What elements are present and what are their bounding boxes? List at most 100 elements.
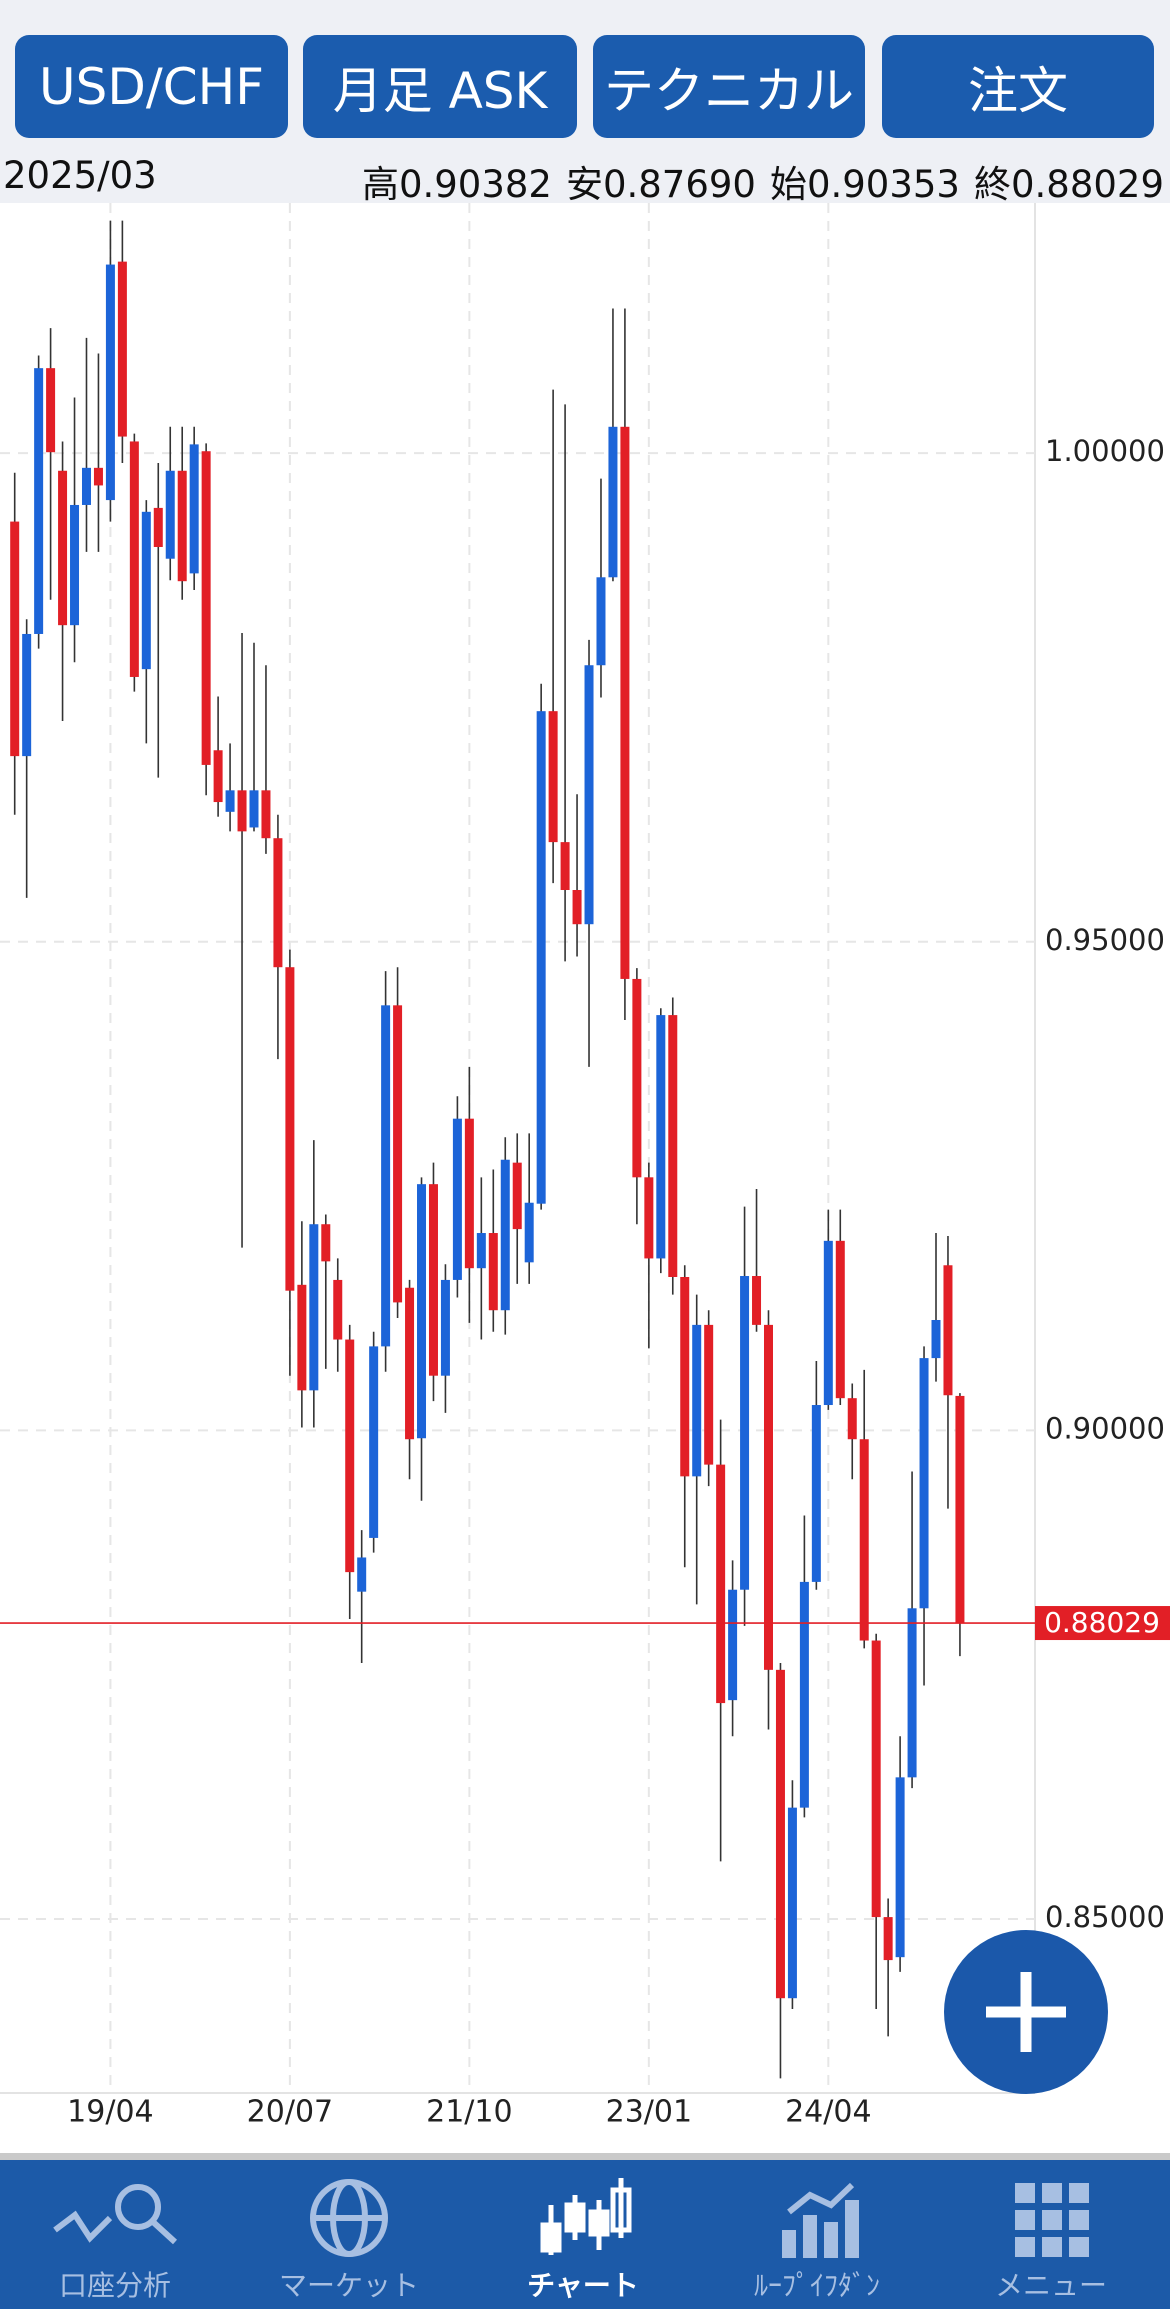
icon-analysis <box>53 2210 113 2243</box>
candle-body <box>177 470 187 582</box>
candle-body <box>428 1184 438 1376</box>
nav-label[interactable]: マーケット <box>279 2269 419 2302</box>
candle-body <box>536 711 546 1204</box>
tab-button[interactable]: 注文 <box>882 35 1154 138</box>
candle-body <box>787 1807 797 1999</box>
icon-bar <box>845 2200 859 2258</box>
tab-button[interactable]: USD/CHF <box>15 35 288 138</box>
candle-body <box>775 1669 785 1999</box>
candle-body <box>381 1005 391 1347</box>
candle-body <box>261 790 271 839</box>
candle-body <box>369 1346 379 1538</box>
candle-body <box>931 1319 941 1359</box>
candle-body <box>22 633 32 757</box>
candle-body <box>345 1339 355 1573</box>
icon-analysis-lens <box>115 2184 161 2230</box>
icon-dot <box>1069 2210 1089 2230</box>
nav-label[interactable]: ﾙｰﾌﾟｲﾌﾀﾞﾝ <box>754 2269 880 2302</box>
nav-label[interactable]: 口座分析 <box>59 2269 171 2302</box>
tab-button[interactable]: テクニカル <box>593 35 865 138</box>
icon-bar <box>824 2222 838 2258</box>
candle-body <box>811 1405 821 1582</box>
icon-loop <box>782 2200 859 2258</box>
candle-body <box>201 451 211 765</box>
ohlc-label: 高 <box>361 163 399 206</box>
ohlc-value: 0.88029 <box>1010 163 1164 206</box>
candle-body <box>835 1240 845 1399</box>
ohlc-values: 高0.90382 安0.87690 始0.90353 終0.88029 <box>362 154 1164 208</box>
candle-body <box>117 261 127 437</box>
candle-body <box>859 1439 869 1641</box>
icon-chart <box>540 2178 632 2255</box>
candle-body <box>321 1224 331 1262</box>
last-price-label: 0.88029 <box>1044 1606 1160 1639</box>
icon-dot <box>1069 2183 1089 2203</box>
candle-body <box>524 1202 534 1263</box>
candle-body <box>560 842 570 891</box>
candle-body <box>10 521 20 757</box>
chart-background <box>0 203 1170 2153</box>
last-price-tag <box>1035 1606 1170 1641</box>
candle-body <box>919 1358 929 1609</box>
icon-candle <box>564 2202 586 2233</box>
candle-body <box>799 1581 809 1808</box>
candle-body <box>847 1398 857 1440</box>
candle-body <box>692 1324 702 1477</box>
candle-body <box>763 1324 773 1670</box>
nav-separator <box>0 2153 1170 2160</box>
candle-body <box>141 511 151 670</box>
nav-bar <box>0 2160 1170 2309</box>
candle-body <box>237 790 247 832</box>
icon-menu <box>1015 2183 1089 2257</box>
icon-bar <box>782 2230 796 2258</box>
icon-candle <box>610 2187 632 2233</box>
x-tick-label: 23/01 <box>606 2095 692 2130</box>
candle-body <box>189 444 199 574</box>
ohlc-item: 始0.90353 <box>770 154 960 208</box>
icon-dot <box>1069 2237 1089 2257</box>
candle-body <box>656 1015 666 1259</box>
candle-body <box>740 1276 750 1590</box>
candle-body <box>309 1224 319 1391</box>
candle-body <box>273 838 283 968</box>
candle-body <box>632 978 642 1178</box>
nav-label[interactable]: チャート <box>527 2269 639 2302</box>
y-tick-label: 0.90000 <box>1045 1411 1165 1445</box>
candle-body <box>680 1276 690 1477</box>
ohlc-item: 高0.90382 <box>362 154 552 208</box>
candle-body <box>213 750 223 803</box>
candle-body <box>584 665 594 925</box>
icon-bar <box>803 2215 817 2258</box>
icon-dot <box>1015 2210 1035 2230</box>
candle-body <box>608 426 618 578</box>
candle-body <box>704 1324 714 1465</box>
icon-candle <box>540 2222 562 2253</box>
ohlc-value: 0.90382 <box>398 163 552 206</box>
nav-label[interactable]: メニュー <box>995 2269 1107 2302</box>
ohlc-label: 終 <box>973 163 1011 206</box>
candle-body <box>512 1162 522 1230</box>
ohlc-item: 安0.87690 <box>566 154 756 208</box>
candle-body <box>752 1276 762 1325</box>
icon-dot <box>1042 2237 1062 2257</box>
ohlc-item: 終0.88029 <box>974 154 1164 208</box>
x-tick-label: 21/10 <box>426 2095 512 2130</box>
candle-body <box>644 1177 654 1259</box>
candle-body <box>907 1608 917 1778</box>
candle-body <box>70 504 80 626</box>
tab-button[interactable]: 月足 ASK <box>303 35 577 138</box>
icon-dot <box>1015 2183 1035 2203</box>
candle-body <box>225 790 235 812</box>
icon-dot <box>1042 2210 1062 2230</box>
candle-body <box>333 1279 343 1340</box>
candle-body <box>871 1640 881 1918</box>
candle-body <box>883 1917 893 1961</box>
candle-body <box>668 1015 678 1277</box>
icon-analysis-handle <box>149 2218 178 2245</box>
add-button[interactable] <box>944 1930 1108 2094</box>
candle-body <box>105 264 115 501</box>
plot: 1.00000 0.95000 0.90000 0.85000 19/04 20/07 21… <box>0 203 1170 2130</box>
candle-body <box>500 1159 510 1311</box>
candle-body <box>165 470 175 559</box>
